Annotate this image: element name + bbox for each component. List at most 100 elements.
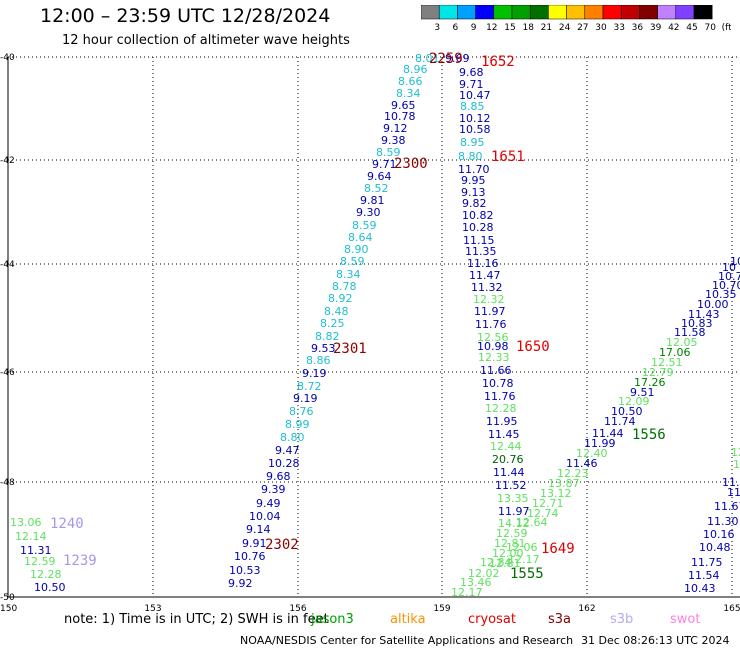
colorbar-tick-label: 36 (632, 23, 644, 33)
wave-height-label: 11.44 (592, 427, 624, 440)
satellite-cryosat: cryosat (468, 612, 516, 627)
wave-height-label: 8.95 (460, 136, 485, 149)
note-text: note: 1) Time is in UTC; 2) SWH is in fe… (64, 612, 329, 627)
wave-height-label: 11.74 (604, 415, 636, 428)
satellite-s3b: s3b (610, 612, 634, 627)
wave-height-label: 9.65 (391, 99, 416, 112)
wave-height-label: 8.72 (297, 380, 322, 393)
wave-height-label: 12.59 (24, 555, 56, 568)
x-tick-label: 162 (578, 604, 595, 612)
wave-height-label: 11.45 (488, 428, 520, 441)
colorbar-tick-label: 12 (486, 23, 497, 33)
wave-height-label: 8.82 (315, 330, 340, 343)
wave-height-label: 9.12 (383, 122, 408, 135)
wave-height-label: 9.19 (293, 392, 318, 405)
wave-height-label: 20.76 (492, 453, 524, 466)
colorbar-tick-label: 42 (668, 23, 679, 33)
pass-time-label: 1556 (632, 427, 666, 443)
colorbar-tick-label: 39 (650, 23, 662, 33)
wave-height-label: 10.50 (34, 581, 66, 594)
wave-height-label: 11.35 (465, 245, 497, 258)
wave-height-label: 9.71 (459, 78, 484, 91)
wave-height-label: 12.32 (473, 293, 505, 306)
pass-time-label: 1652 (481, 54, 515, 70)
wave-height-label: 9.49 (256, 497, 281, 510)
y-tick-label: -48 (0, 478, 15, 488)
wave-height-label: 9.95 (461, 174, 486, 187)
wave-height-label: 11.67 (714, 500, 740, 513)
wave-height-label: 11.52 (495, 479, 527, 492)
wave-height-label: 12.09 (618, 395, 650, 408)
colorbar-tick-label: 33 (613, 23, 624, 33)
wave-height-label: 13.06 (10, 516, 42, 529)
wave-height-label: 10.53 (229, 564, 261, 577)
wave-height-label: 8.78 (332, 280, 357, 293)
wave-height-label: 11.97 (498, 505, 530, 518)
wave-height-label: 11.66 (480, 364, 512, 377)
wave-height-label: 8.80 (458, 150, 483, 163)
wave-height-label: 10.83 (681, 317, 713, 330)
wave-height-label: 11.76 (484, 390, 516, 403)
wave-height-label: 12.59 (496, 527, 528, 540)
wave-height-label: 11.95 (486, 415, 518, 428)
footer-credit: NOAA/NESDIS Center for Satellite Applica… (240, 634, 574, 647)
wave-height-label: 12.81 (494, 537, 526, 550)
wave-height-label: 10 (730, 255, 740, 268)
y-tick-label: -42 (0, 156, 15, 166)
wave-height-label: 12.28 (30, 568, 62, 581)
wave-height-label: 12.05 (666, 336, 698, 349)
map-grid (7, 56, 740, 598)
wave-height-label: 12.64 (516, 516, 548, 529)
wave-height-label: 8.01 (415, 52, 440, 65)
wave-height-label: 17.06 (659, 346, 691, 359)
wave-height-labels: 8.018.968.668.349.6510.789.129.388.599.7… (10, 52, 740, 599)
wave-height-label: 12.02 (468, 567, 500, 580)
wave-height-label: 12.28 (485, 402, 517, 415)
wave-height-label: 10.50 (611, 405, 643, 418)
pass-time-label: 2300 (394, 156, 428, 172)
wave-height-label: 11.43 (688, 308, 720, 321)
satellite-altika: altika (390, 612, 426, 627)
pass-time-label: 1555 (510, 566, 544, 582)
wave-height-label: 12 (731, 446, 740, 459)
wave-height-label: 11.44 (493, 466, 525, 479)
wave-height-label: 9.71 (372, 158, 397, 171)
y-tick-label: -40 (0, 53, 15, 63)
wave-height-label: 8.85 (460, 100, 485, 113)
wave-height-label: 10.82 (462, 209, 494, 222)
wave-height-label: 11.54 (688, 569, 720, 582)
colorbar-tick-label: (ft) (722, 23, 731, 33)
wave-height-label: 11.46 (566, 457, 598, 470)
wave-height-label: 11.58 (674, 326, 706, 339)
y-tick-label: -50 (0, 593, 15, 603)
wave-height-label: 11.47 (469, 269, 501, 282)
wave-height-label: 14.12 (498, 517, 530, 530)
wave-height-label: 9.14 (246, 523, 271, 536)
wave-height-label: 11.16 (467, 257, 499, 270)
wave-height-label: 12.74 (527, 507, 559, 520)
wave-height-label: 11.70 (458, 163, 490, 176)
wave-height-label: 9.30 (356, 206, 381, 219)
wave-height-label: 12.79 (642, 366, 674, 379)
wave-height-label: 11.32 (471, 281, 503, 294)
wave-height-label: 10 (722, 261, 736, 274)
wave-height-label: 8.59 (340, 255, 365, 268)
colorbar-tick-label: 70 (704, 23, 716, 33)
wave-height-label: 9.81 (360, 194, 385, 207)
wave-height-label: 8.96 (403, 63, 428, 76)
wave-height-label: 12.17 (508, 553, 540, 566)
wave-height-label: 8.76 (289, 405, 314, 418)
wave-height-label: 10.16 (703, 528, 735, 541)
pass-time-label: 1651 (491, 149, 525, 165)
wave-height-label: 8.66 (398, 75, 423, 88)
wave-height-label: 8.80 (280, 431, 305, 444)
axis-ticks: 150 153 156 159 162 165 -40 -42 -44 -46 -48 -50 (0, 53, 740, 612)
x-tick-label: 150 (0, 604, 17, 612)
wave-height-label: 8.34 (396, 87, 421, 100)
wave-height-label: 9.13 (461, 186, 486, 199)
wave-height-label: 11 (727, 486, 740, 499)
wave-height-label: 13.87 (548, 477, 580, 490)
pass-time-label: 2301 (333, 341, 367, 357)
pass-time-label: 1240 (50, 516, 84, 532)
